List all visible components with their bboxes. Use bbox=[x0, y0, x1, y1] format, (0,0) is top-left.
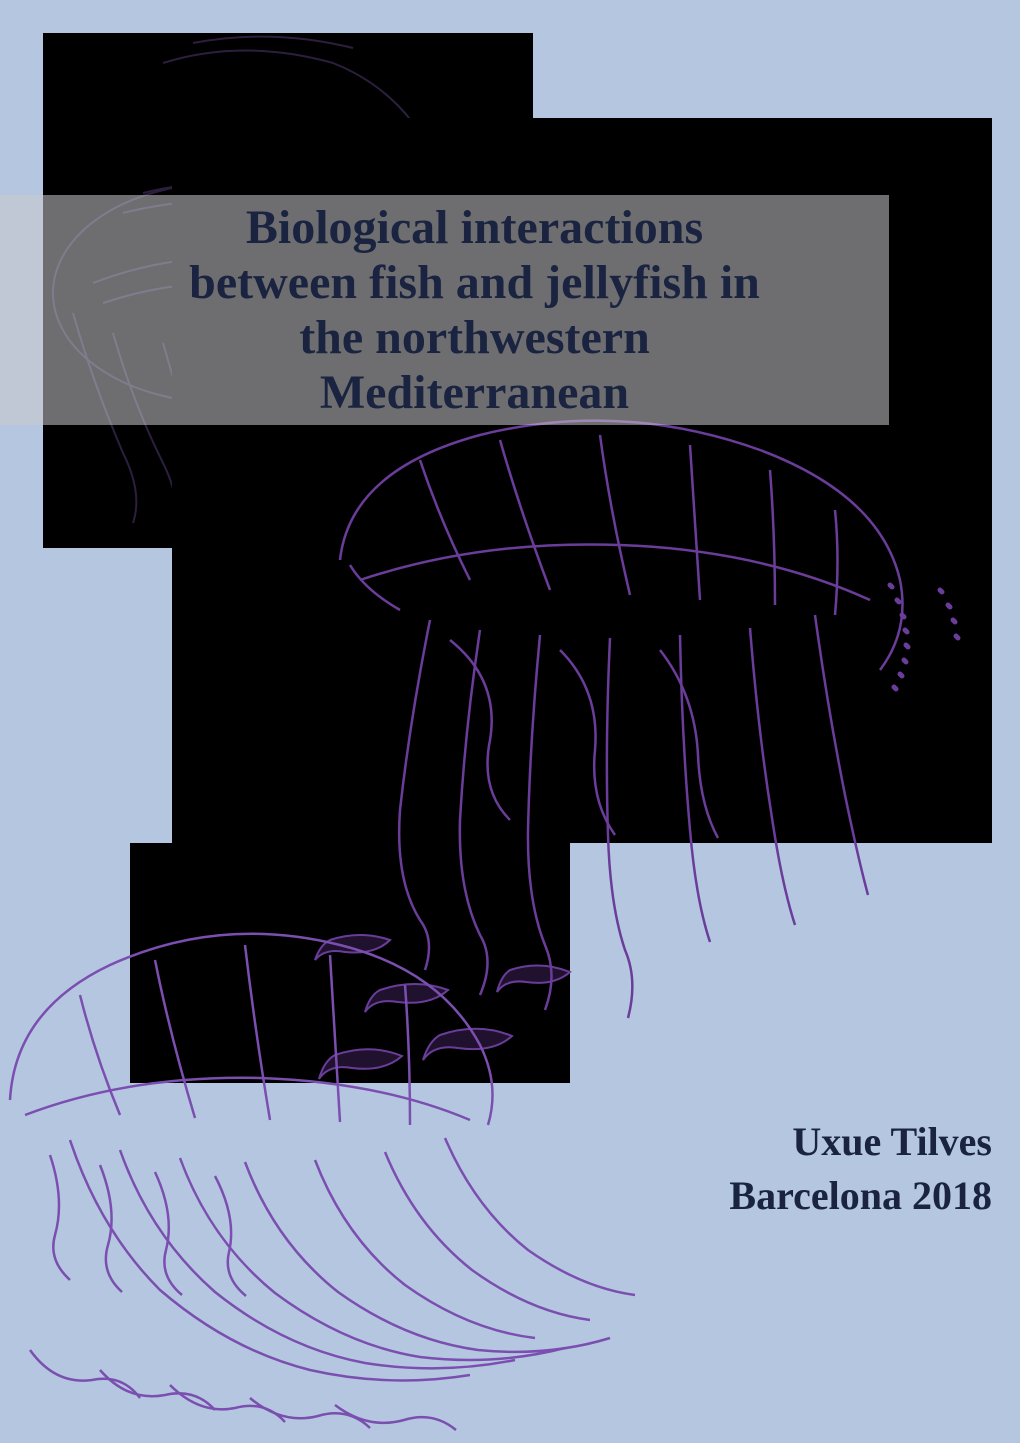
author-name: Uxue Tilves bbox=[729, 1115, 992, 1169]
document-title: Biological interactions between fish and… bbox=[180, 200, 769, 421]
title-overlay: Biological interactions between fish and… bbox=[0, 195, 889, 425]
author-info: Uxue Tilves Barcelona 2018 bbox=[729, 1115, 992, 1223]
author-location: Barcelona 2018 bbox=[729, 1169, 992, 1223]
jellyfish-bottom-art bbox=[0, 860, 690, 1440]
